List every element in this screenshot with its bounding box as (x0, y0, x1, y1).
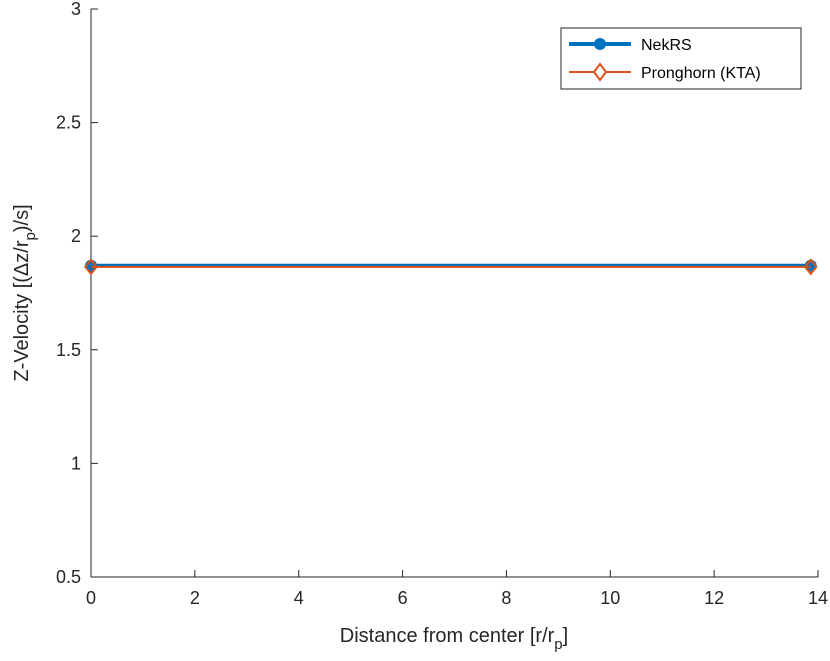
y-tick-label: 2 (71, 226, 81, 246)
legend-item-pronghorn: Pronghorn (KTA) (569, 62, 761, 82)
x-tick-label: 6 (398, 588, 408, 608)
data-point (803, 258, 818, 276)
legend-marker-pronghorn (592, 62, 608, 82)
x-tick-label: 10 (600, 588, 620, 608)
y-tick-label: 1.5 (56, 340, 81, 360)
legend-label-nekrs: NekRS (641, 37, 692, 54)
x-tick-label: 2 (190, 588, 200, 608)
series-layer (84, 258, 818, 276)
x-tick-label: 14 (808, 588, 828, 608)
y-tick-label: 0.5 (56, 567, 81, 587)
y-tick-label: 1 (71, 453, 81, 473)
x-tick-label: 12 (704, 588, 724, 608)
y-tick-label: 3 (71, 0, 81, 19)
x-axis-label: Distance from center [r/rp] (340, 625, 568, 653)
y-axis-label: Z-Velocity [(Δz/rp)/s] (11, 204, 39, 381)
data-point (84, 258, 98, 276)
legend-label-pronghorn: Pronghorn (KTA) (641, 65, 761, 82)
x-tick-label: 0 (86, 588, 96, 608)
legend-marker-nekrs (594, 38, 606, 50)
y-tick-label: 2.5 (56, 113, 81, 133)
x-tick-label: 8 (501, 588, 511, 608)
legend-item-nekrs: NekRS (569, 37, 692, 54)
series-pronghorn (84, 258, 818, 276)
x-tick-label: 4 (294, 588, 304, 608)
series-nekrs (85, 259, 817, 272)
legend: NekRS Pronghorn (KTA) (560, 27, 802, 90)
axes: 0 2 4 6 8 10 12 14 0.5 1 1.5 2 2.5 3 (56, 0, 828, 608)
